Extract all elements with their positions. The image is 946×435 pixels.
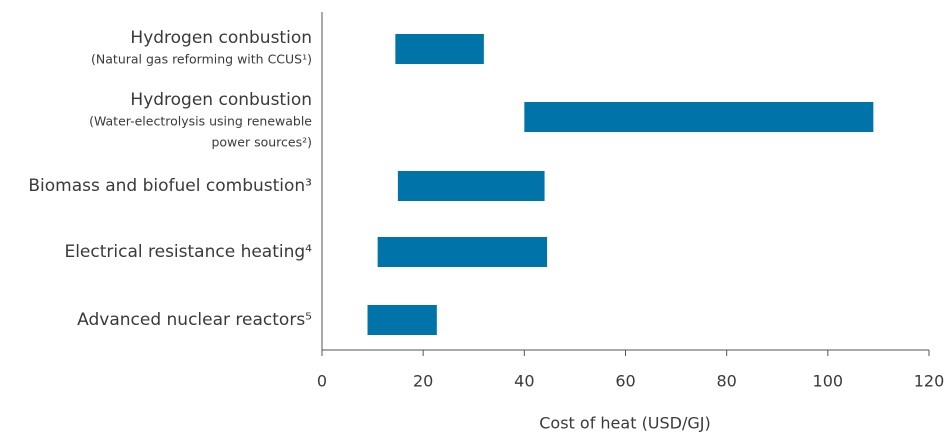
x-tick-label: 20	[413, 372, 433, 391]
range-bar	[524, 102, 874, 132]
x-axis-label: Cost of heat (USD/GJ)	[539, 414, 711, 433]
category-sublabel: power sources²)	[211, 135, 312, 150]
x-tick-label: 120	[914, 372, 945, 391]
x-tick-label: 100	[813, 372, 844, 391]
x-tick-label: 0	[317, 372, 327, 391]
category-label: Advanced nuclear reactors⁵	[77, 310, 312, 330]
range-bar	[397, 171, 545, 201]
range-bar	[395, 34, 484, 64]
category-label: Hydrogen conbustion	[130, 28, 312, 48]
category-label: Hydrogen conbustion	[130, 90, 312, 110]
x-tick-label: 40	[514, 372, 534, 391]
x-tick-label: 60	[615, 372, 635, 391]
range-bar	[367, 305, 437, 335]
range-bar	[377, 237, 548, 267]
category-label: Biomass and biofuel combustion³	[28, 176, 312, 196]
category-sublabel: (Natural gas reforming with CCUS¹)	[91, 52, 312, 67]
category-label: Electrical resistance heating⁴	[64, 242, 312, 262]
category-sublabel: (Water-electrolysis using renewable	[89, 114, 312, 129]
x-tick-label: 80	[716, 372, 736, 391]
